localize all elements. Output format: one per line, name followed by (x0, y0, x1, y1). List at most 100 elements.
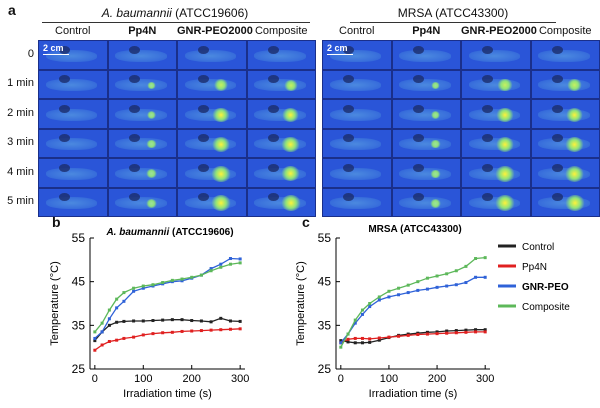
data-point (474, 257, 478, 261)
mouse-head-shape (128, 134, 140, 143)
hotspot-marker (211, 195, 232, 212)
thermal-image-cell (391, 158, 461, 188)
mouse-body-shape (329, 167, 382, 180)
mouse-head-shape (267, 193, 279, 202)
thermal-image-cell (391, 187, 461, 217)
column-label-pp4n: Pp4N (412, 25, 441, 37)
mouse-body-shape (254, 49, 306, 62)
data-point (353, 341, 357, 345)
mouse-head-shape (128, 104, 140, 113)
data-point (445, 329, 449, 333)
group-title-baumannii: A. baumannii (ATCC19606) (40, 6, 310, 20)
mouse-head-shape (343, 104, 355, 113)
data-point (107, 308, 111, 312)
data-point (93, 330, 97, 334)
data-point (238, 327, 242, 331)
mouse-head-shape (267, 75, 279, 84)
thermal-image-cell (38, 69, 108, 99)
data-point (190, 275, 194, 279)
data-point (93, 339, 97, 343)
data-point (435, 285, 439, 289)
thermal-image-cell (177, 99, 247, 129)
data-point (151, 332, 155, 336)
data-point (151, 319, 155, 323)
column-label-composite: Composite (538, 25, 592, 37)
mouse-head-shape (267, 134, 279, 143)
data-point (474, 275, 478, 279)
thermal-image-cell (461, 40, 531, 70)
data-point (445, 331, 449, 335)
data-point (115, 320, 119, 324)
data-point (454, 269, 458, 273)
mouse-body-shape (45, 167, 98, 180)
data-point (228, 327, 232, 331)
column-label-control: Control (55, 25, 91, 37)
hotspot-marker (496, 107, 514, 122)
thermal-image-cell (177, 187, 247, 217)
data-point (190, 319, 194, 323)
data-point (435, 330, 439, 334)
mouse-head-shape (343, 193, 355, 202)
thermal-image-cell (38, 158, 108, 188)
data-point (368, 340, 372, 344)
data-point (100, 321, 104, 325)
data-point (122, 319, 126, 323)
data-point (219, 265, 223, 269)
mouse-head-shape (59, 193, 71, 202)
data-point (425, 330, 429, 334)
thermal-image-cell (530, 158, 600, 188)
data-point (141, 319, 145, 323)
data-point (454, 329, 458, 333)
scale-bar-line (327, 54, 353, 55)
hotspot-marker (430, 81, 441, 89)
thermal-image-cell (38, 99, 108, 129)
data-point (387, 335, 391, 339)
thermal-image-cell (177, 69, 247, 99)
data-point (377, 298, 381, 302)
mouse-body-shape (45, 197, 98, 210)
y-axis-label: Temperature (°C) (49, 261, 61, 345)
mouse-head-shape (482, 104, 494, 113)
data-point (170, 278, 174, 282)
y-tick-label: 25 (318, 362, 332, 376)
mouse-head-shape (198, 45, 210, 54)
data-point (483, 328, 487, 332)
hotspot-marker (430, 198, 442, 208)
mouse-head-shape (59, 104, 71, 113)
hotspot-marker (430, 110, 441, 119)
hotspot-marker (146, 169, 158, 179)
legend-label: Control (522, 242, 554, 253)
mouse-head-shape (198, 163, 210, 172)
data-point (483, 275, 487, 279)
data-point (425, 287, 429, 291)
mouse-head-shape (198, 193, 210, 202)
thermal-image-cell (461, 99, 531, 129)
mouse-head-shape (267, 45, 279, 54)
data-point (132, 335, 136, 339)
data-point (228, 257, 232, 261)
mouse-head-shape (59, 75, 71, 84)
data-point (435, 332, 439, 336)
thermal-image-cell (322, 69, 392, 99)
data-point (238, 257, 242, 261)
hotspot-marker (564, 165, 585, 182)
mouse-body-shape (329, 49, 382, 62)
x-tick-label: 300 (476, 373, 494, 385)
mouse-head-shape (198, 75, 210, 84)
data-point (93, 336, 97, 340)
data-point (339, 341, 343, 345)
thermal-image-cell (246, 128, 316, 158)
data-point (219, 328, 223, 332)
data-point (219, 316, 223, 320)
data-point (353, 321, 357, 325)
data-point (199, 329, 203, 333)
x-tick-label: 0 (338, 373, 344, 385)
mouse-head-shape (412, 75, 424, 84)
row-label: 0 (27, 47, 34, 60)
data-point (107, 339, 111, 343)
data-point (464, 281, 468, 285)
mouse-body-shape (45, 138, 98, 151)
group-title-mrsa: MRSA (ATCC43300) (318, 6, 588, 20)
data-point (368, 302, 372, 305)
mouse-head-shape (551, 104, 563, 113)
